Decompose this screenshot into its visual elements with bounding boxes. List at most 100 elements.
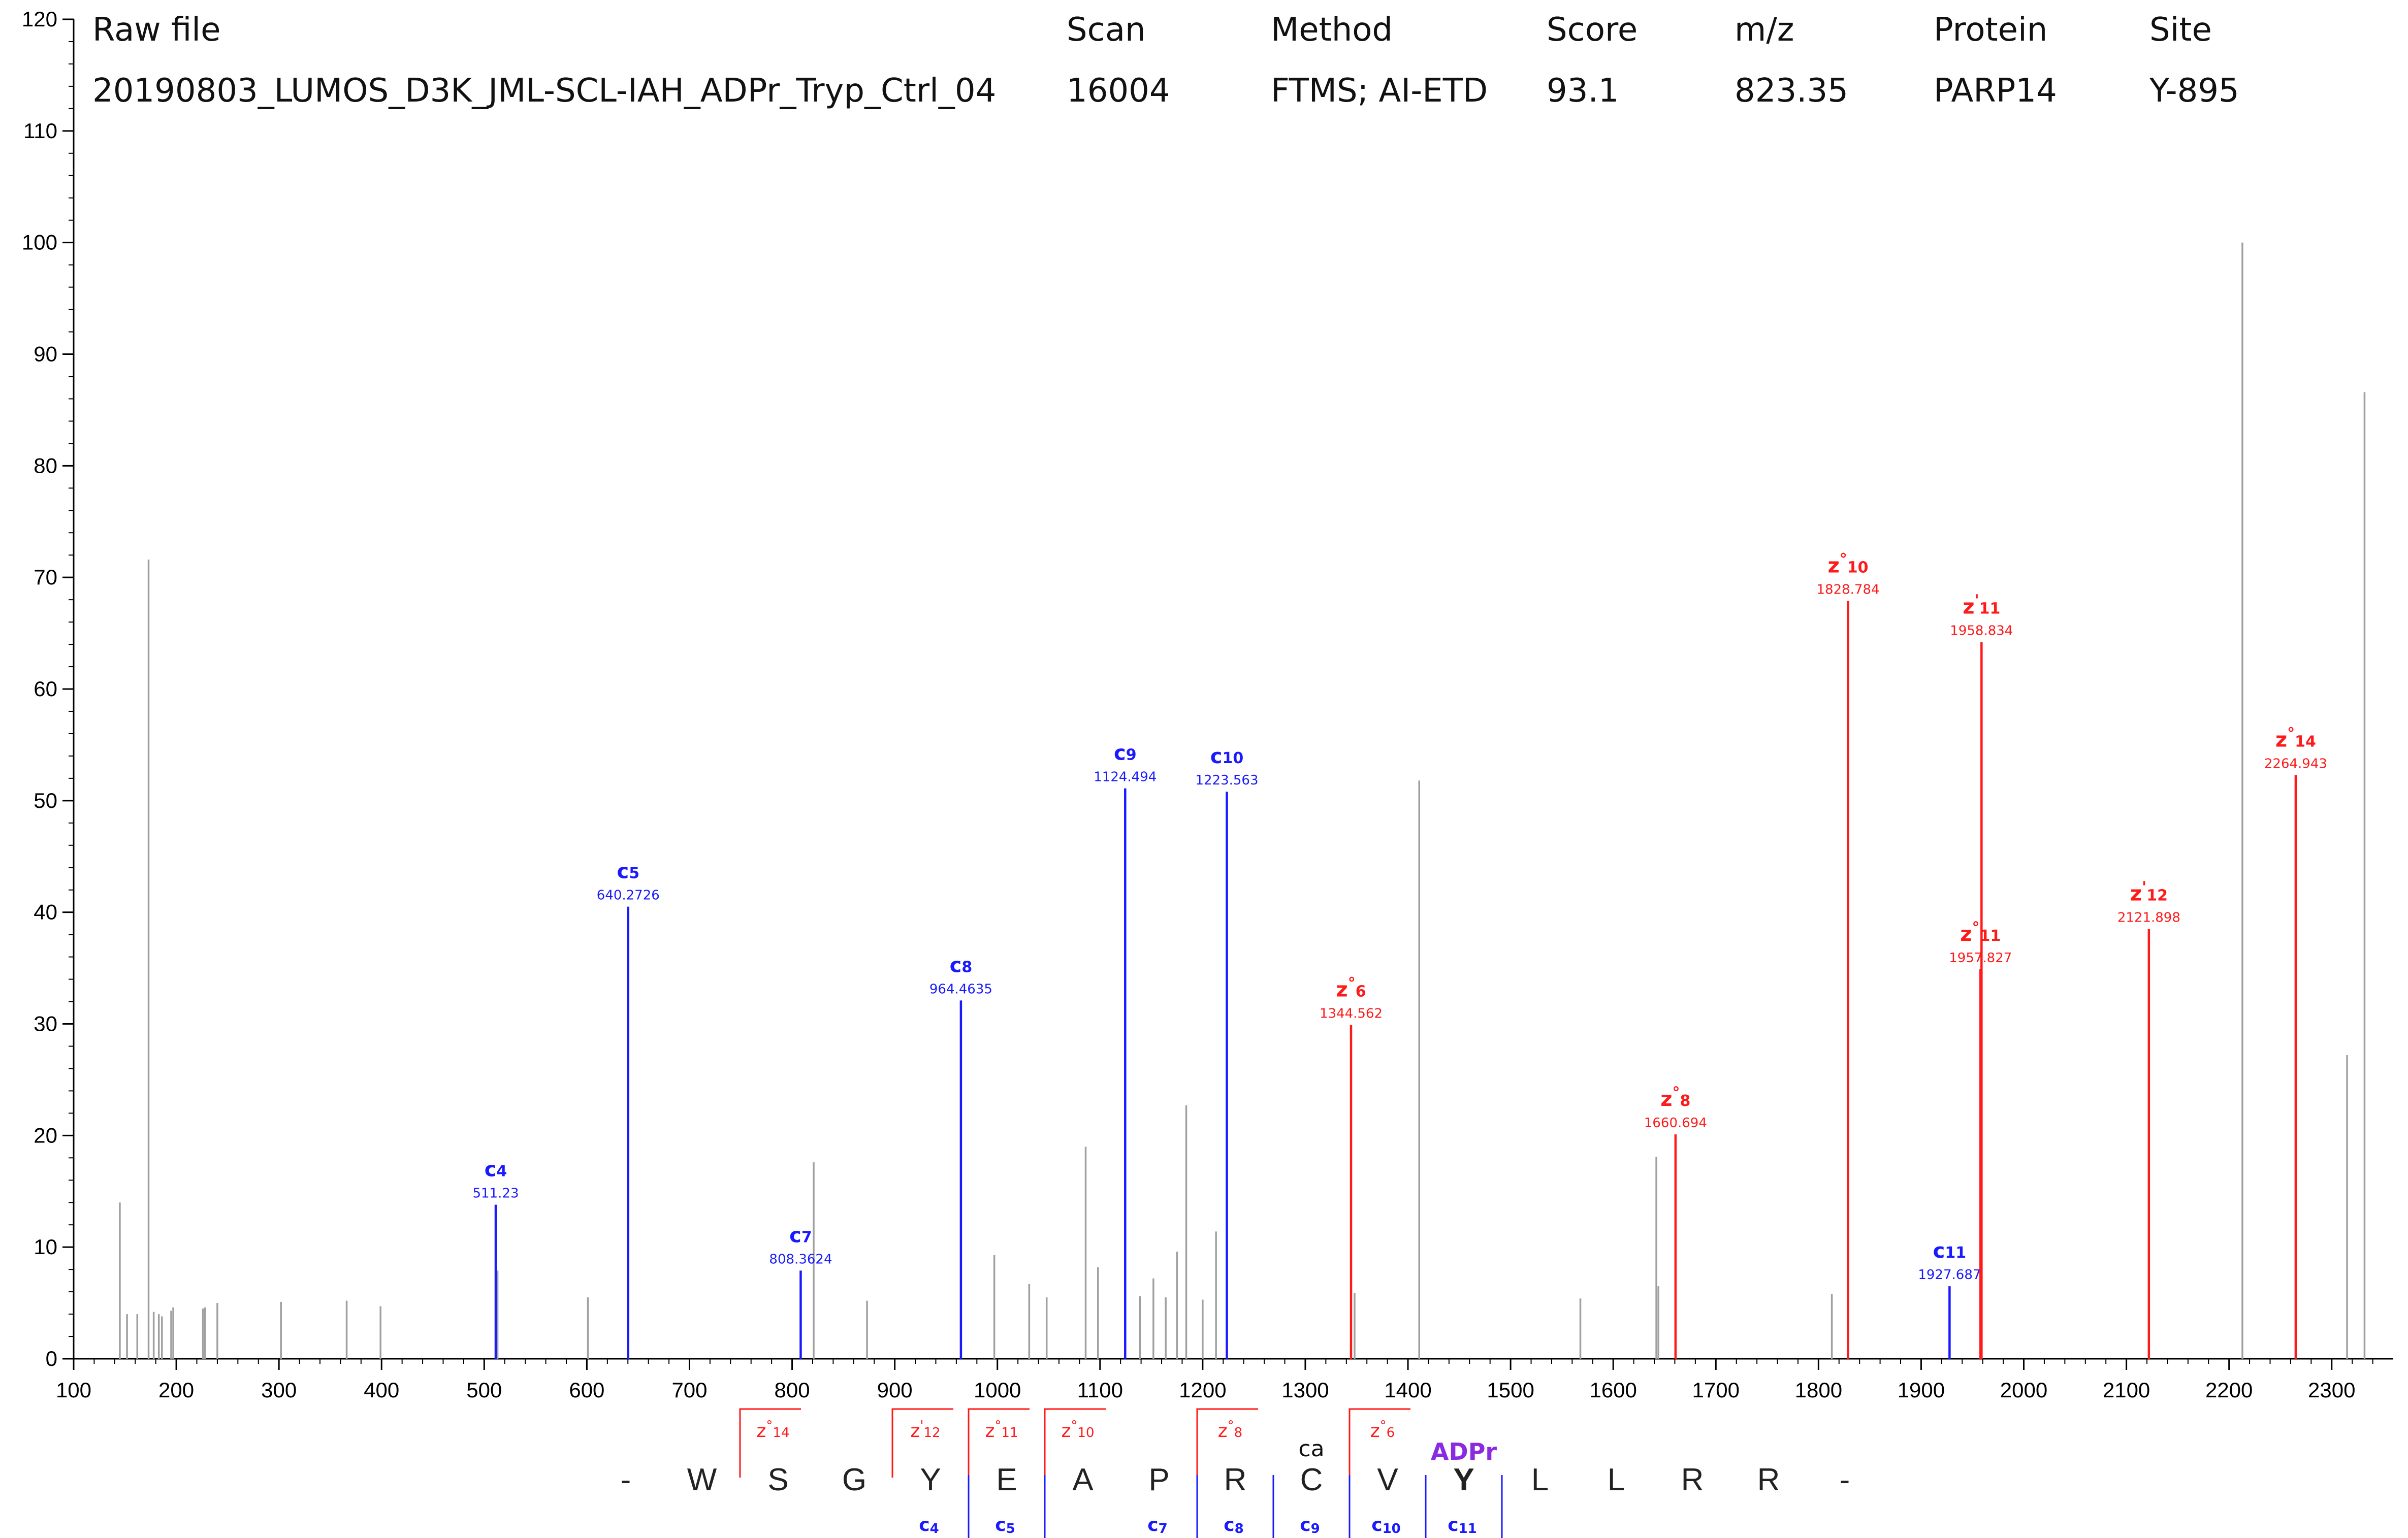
header-label-5: Protein	[1934, 11, 2047, 49]
y-tick-label: 50	[34, 789, 57, 812]
c-fragment-name: c	[1224, 1515, 1234, 1535]
x-tick-label: 700	[671, 1378, 707, 1402]
ion-label-sub: 9	[1126, 746, 1137, 764]
c-fragment-label: c8	[1224, 1515, 1243, 1536]
ion-label-name: z	[1336, 978, 1347, 1002]
ion-mz-label: 1958.834	[1950, 624, 2013, 639]
header-value-6: Y-895	[2149, 72, 2239, 110]
ion-label: c4	[485, 1158, 507, 1182]
ion-label-name: c	[1210, 745, 1223, 768]
ion-label: c7	[789, 1224, 812, 1247]
ion-label: c5	[617, 860, 639, 883]
x-tick-label: 1200	[1179, 1378, 1226, 1402]
ion-label-sub: 10	[1222, 749, 1243, 767]
residue-2: S	[767, 1462, 788, 1497]
x-tick-label: 2000	[2000, 1378, 2047, 1402]
c-fragment-sub: 7	[1159, 1521, 1168, 1536]
ion-label-sub: 4	[496, 1163, 507, 1181]
z-fragment-name: z	[1370, 1421, 1380, 1442]
ion-label-sup: °	[1673, 1084, 1680, 1102]
z-fragment-sub: 12	[923, 1425, 940, 1441]
c-fragment-name: c	[1371, 1515, 1382, 1535]
header-label-0: Raw file	[92, 11, 220, 49]
ion-label: c10	[1210, 745, 1243, 768]
residue-7: P	[1148, 1462, 1169, 1497]
ion-mz-label: 2121.898	[2117, 910, 2180, 926]
residue-8: R	[1224, 1462, 1247, 1497]
ion-mz-label: 640.2726	[597, 888, 660, 903]
x-tick-label: 2100	[2103, 1378, 2150, 1402]
z-fragment-bracket	[968, 1408, 1030, 1478]
mod-label: ADPr	[1431, 1438, 1497, 1465]
z-fragment-bracket	[739, 1408, 801, 1478]
ion-label: z'11	[1963, 592, 2000, 619]
x-tick-label: 2200	[2205, 1378, 2253, 1402]
z-fragment-sup: °	[1228, 1418, 1234, 1433]
x-tick-label: 1600	[1589, 1378, 1636, 1402]
c-fragment-sub: 5	[1006, 1521, 1015, 1536]
ion-mz-label: 1344.562	[1320, 1006, 1383, 1022]
header-label-1: Scan	[1067, 11, 1146, 49]
residue-16: -	[1840, 1462, 1850, 1497]
c-fragment-label: c4	[919, 1515, 939, 1536]
z-fragment-sup: °	[1380, 1418, 1387, 1433]
c-fragment-label: c5	[995, 1515, 1015, 1536]
x-tick-label: 800	[775, 1378, 810, 1402]
z-fragment-sub: 14	[773, 1425, 789, 1441]
c-fragment-sub: 9	[1311, 1521, 1320, 1536]
ion-label-name: c	[1114, 742, 1126, 765]
z-fragment-label: z°8	[1218, 1418, 1242, 1442]
c-fragment-sub: 10	[1383, 1521, 1401, 1536]
z-fragment-bracket	[1044, 1408, 1106, 1478]
z-fragment-sup: °	[766, 1418, 773, 1433]
y-tick-label: 0	[46, 1347, 57, 1370]
ion-mz-label: 1660.694	[1644, 1116, 1707, 1131]
residue-13: L	[1608, 1462, 1625, 1497]
ion-label-name: z	[1960, 923, 1972, 946]
ion-label-name: z	[2275, 728, 2287, 751]
residue-12: L	[1531, 1462, 1549, 1497]
ion-label-sub: 5	[629, 865, 639, 882]
axes: 0 10 20 30 40 50 60 70 80 90 100 110 120 100 200 300 400…	[22, 7, 2393, 1402]
ion-mz-label: 808.3624	[769, 1252, 832, 1267]
x-tick-label: 600	[569, 1378, 604, 1402]
z-fragment-sub: 6	[1387, 1425, 1395, 1441]
ion-label-sub: 14	[2295, 733, 2316, 750]
header-value-3: 93.1	[1547, 72, 1619, 110]
residue-6: A	[1072, 1462, 1094, 1497]
ion-label-name: z	[1963, 596, 1974, 619]
ion-label: z°14	[2275, 725, 2316, 751]
residue-0: -	[621, 1462, 631, 1497]
ion-label-sub: 11	[1979, 600, 2001, 618]
ion-label-sub: 12	[2146, 887, 2168, 905]
ion-label-sub: 10	[1847, 559, 1869, 576]
residue-1: W	[687, 1462, 717, 1497]
residue-14: R	[1681, 1462, 1704, 1497]
header-table: Raw file 20190803_LUMOS_D3K_JML-SCL-IAH_A…	[92, 11, 2239, 110]
ion-mz-label: 1957.827	[1949, 951, 2012, 966]
x-tick-label: 1900	[1898, 1378, 1945, 1402]
header-value-1: 16004	[1067, 72, 1170, 110]
residue-10: V	[1377, 1462, 1398, 1497]
c-fragment-sub: 4	[930, 1521, 939, 1536]
ion-mz-label: 2264.943	[2264, 756, 2327, 771]
x-tick-label: 100	[56, 1378, 91, 1402]
x-tick-label: 200	[158, 1378, 194, 1402]
ion-label: c11	[1933, 1239, 1966, 1263]
ion-label: c9	[1114, 742, 1137, 765]
ion-label-sup: °	[2287, 725, 2295, 742]
y-tick-label: 70	[34, 565, 57, 589]
z-fragment-sup: °	[994, 1418, 1001, 1433]
ion-label-sub: 8	[961, 958, 972, 976]
y-tick-label: 10	[34, 1235, 57, 1259]
ion-label-name: z	[2130, 882, 2142, 906]
ion-label: z°10	[1828, 550, 1869, 577]
cys-mod-label: ca	[1298, 1436, 1324, 1462]
c-fragment-sub: 11	[1459, 1521, 1477, 1536]
ion-label-sub: 8	[1680, 1092, 1691, 1110]
y-tick-label: 80	[34, 453, 57, 477]
c-fragment-name: c	[1147, 1515, 1158, 1535]
x-tick-label: 1000	[974, 1378, 1021, 1402]
